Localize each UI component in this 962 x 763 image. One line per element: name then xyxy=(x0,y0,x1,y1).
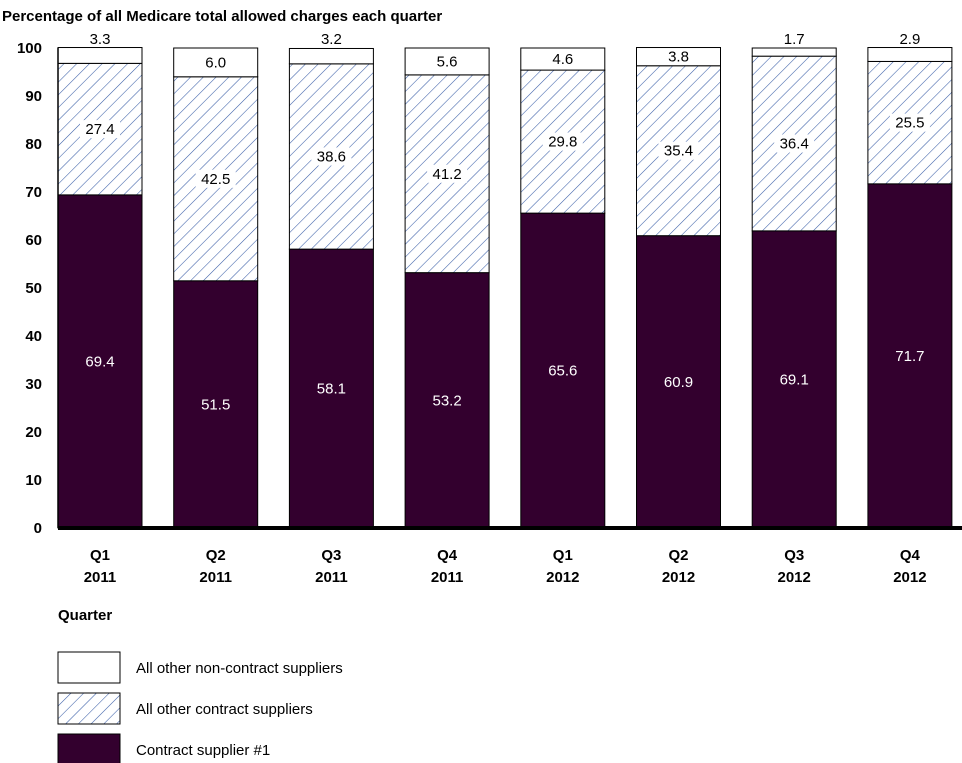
x-tick-quarter: Q1 xyxy=(90,547,110,564)
data-label-background xyxy=(658,141,699,160)
data-label: 42.5 xyxy=(201,171,230,188)
x-tick-year: 2012 xyxy=(662,569,695,586)
bar-segment xyxy=(404,47,490,76)
x-tick-quarter: Q4 xyxy=(900,547,921,564)
x-tick-year: 2011 xyxy=(84,569,117,586)
data-label: 51.5 xyxy=(201,396,230,413)
data-label: 3.3 xyxy=(90,31,111,48)
data-label-background xyxy=(195,169,236,188)
y-tick-label: 60 xyxy=(25,232,42,249)
x-axis-label: Quarter xyxy=(58,607,112,624)
data-label: 53.2 xyxy=(432,392,461,409)
x-tick-year: 2011 xyxy=(199,569,232,586)
data-label: 65.6 xyxy=(548,363,577,380)
data-label: 41.2 xyxy=(432,166,461,183)
y-tick-label: 40 xyxy=(25,328,42,345)
data-label: 1.7 xyxy=(784,31,805,48)
legend-label: Contract supplier #1 xyxy=(136,742,270,759)
y-tick-label: 100 xyxy=(17,40,42,57)
y-tick-label: 0 xyxy=(34,520,42,537)
bar-segment xyxy=(57,194,143,529)
data-label: 3.8 xyxy=(668,49,689,66)
x-tick-quarter: Q4 xyxy=(437,547,458,564)
y-tick-label: 10 xyxy=(25,472,42,489)
x-tick-year: 2011 xyxy=(431,569,464,586)
data-label-background xyxy=(542,132,583,151)
data-label: 29.8 xyxy=(548,134,577,151)
x-tick-year: 2012 xyxy=(778,569,811,586)
data-label: 4.6 xyxy=(552,51,573,68)
data-label-background xyxy=(427,164,468,183)
data-label-background xyxy=(80,120,120,139)
bar-segment xyxy=(751,230,837,529)
data-label: 27.4 xyxy=(85,121,114,138)
data-label: 60.9 xyxy=(664,374,693,391)
bar-segment xyxy=(867,47,953,62)
bar-segment xyxy=(867,183,953,529)
bar-segment xyxy=(404,272,490,529)
x-tick-quarter: Q3 xyxy=(784,547,804,564)
y-tick-label: 80 xyxy=(25,136,42,153)
x-tick-quarter: Q2 xyxy=(206,547,226,564)
data-label: 25.5 xyxy=(895,115,924,132)
bar-segment xyxy=(173,47,259,78)
data-label: 38.6 xyxy=(317,148,346,165)
data-label-background xyxy=(889,113,930,132)
data-label: 69.4 xyxy=(85,353,114,370)
data-label: 5.6 xyxy=(437,53,458,70)
x-tick-year: 2011 xyxy=(315,569,348,586)
data-label: 6.0 xyxy=(205,54,226,71)
legend-label: All other non-contract suppliers xyxy=(136,660,343,677)
chart-title: Percentage of all Medicare total allowed… xyxy=(2,8,442,25)
data-label: 58.1 xyxy=(317,381,346,398)
y-tick-label: 50 xyxy=(25,280,42,297)
legend-swatch xyxy=(57,733,121,763)
y-tick-label: 30 xyxy=(25,376,42,393)
bar-segment xyxy=(636,235,721,529)
data-label: 35.4 xyxy=(664,143,693,160)
data-label: 71.7 xyxy=(895,348,924,365)
bar-segment xyxy=(173,280,259,529)
x-tick-quarter: Q1 xyxy=(553,547,573,564)
bar-segment xyxy=(57,47,143,64)
data-label: 3.2 xyxy=(321,31,342,48)
bar-segment xyxy=(288,47,374,65)
y-tick-label: 90 xyxy=(25,88,42,105)
bar-segment xyxy=(520,47,606,71)
data-label-background xyxy=(311,147,352,166)
x-tick-quarter: Q2 xyxy=(668,547,688,564)
bar-segment xyxy=(520,212,606,529)
y-tick-label: 20 xyxy=(25,424,42,441)
y-tick-label: 70 xyxy=(25,184,42,201)
data-label: 2.9 xyxy=(899,31,920,48)
legend-swatch xyxy=(57,651,121,684)
data-label-background xyxy=(774,134,815,153)
bar-segment xyxy=(751,47,837,57)
legend-label: All other contract suppliers xyxy=(136,701,313,718)
data-label: 69.1 xyxy=(780,371,809,388)
data-label: 36.4 xyxy=(780,136,809,153)
x-tick-quarter: Q3 xyxy=(321,547,341,564)
bar-segment xyxy=(636,47,721,67)
x-tick-year: 2012 xyxy=(893,569,926,586)
legend-swatch xyxy=(57,692,121,725)
x-tick-year: 2012 xyxy=(546,569,579,586)
